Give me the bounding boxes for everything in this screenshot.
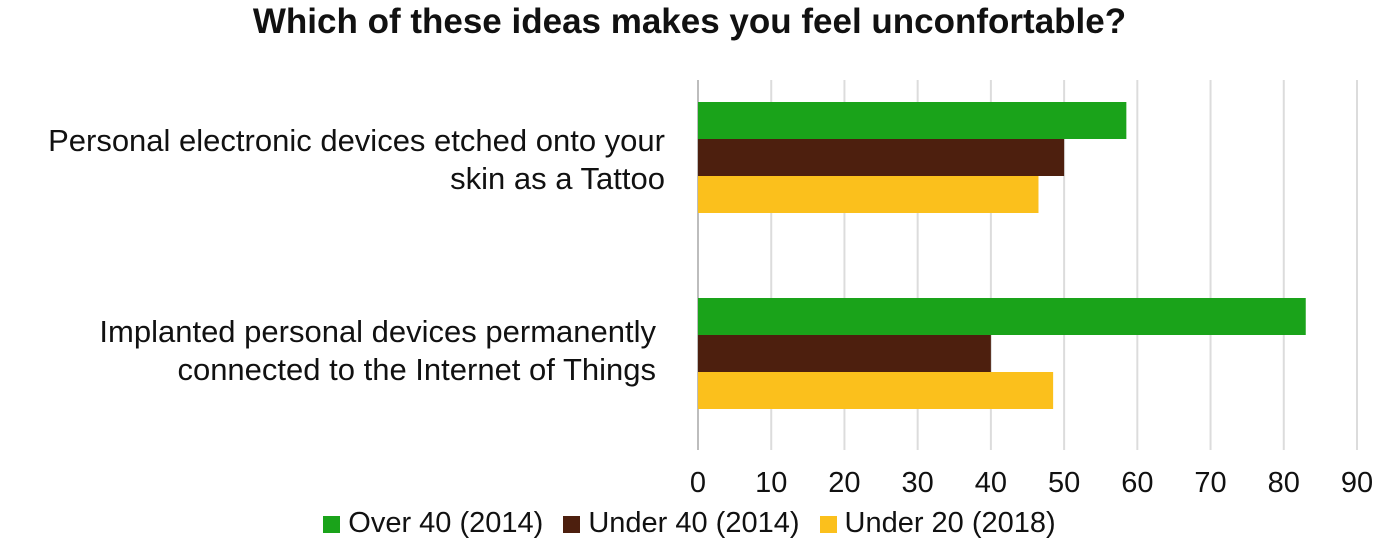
category-label-line: Personal electronic devices etched onto … (48, 123, 665, 158)
bar (698, 372, 1054, 409)
x-tick-label: 90 (1341, 467, 1373, 499)
legend-label: Under 20 (2018) (844, 507, 1056, 539)
category-label: Implanted personal devices permanently c… (0, 313, 656, 389)
category-label-line: Implanted personal devices permanently (99, 314, 656, 349)
bar (698, 139, 1065, 176)
legend-swatch (323, 516, 341, 533)
legend-item: Under 40 (2014) (563, 507, 800, 540)
legend-swatch (819, 516, 837, 533)
legend: Over 40 (2014) Under 40 (2014) Under 20 (2… (0, 507, 1379, 540)
x-tick-label: 50 (1048, 467, 1080, 499)
category-label-line: skin as a Tattoo (450, 161, 665, 196)
x-tick-label: 30 (902, 467, 934, 499)
x-axis-ticks: 0 10 20 30 40 50 60 70 80 90 (690, 467, 1373, 499)
legend-label: Over 40 (2014) (348, 507, 544, 539)
legend-swatch (563, 516, 581, 533)
bars (698, 102, 1306, 409)
category-label: Personal electronic devices etched onto … (0, 122, 665, 198)
x-tick-label: 70 (1194, 467, 1226, 499)
chart-title: Which of these ideas makes you feel unco… (252, 2, 1127, 41)
category-label-line: connected to the Internet of Things (177, 352, 656, 387)
x-tick-label: 10 (755, 467, 787, 499)
bar (698, 176, 1039, 213)
x-tick-label: 40 (975, 467, 1007, 499)
x-tick-label: 80 (1268, 467, 1300, 499)
legend-label: Under 40 (2014) (588, 507, 800, 539)
bar (698, 298, 1306, 335)
legend-item: Over 40 (2014) (323, 507, 543, 540)
bar (698, 335, 991, 372)
x-tick-label: 0 (690, 467, 706, 499)
legend-item: Under 20 (2018) (819, 507, 1056, 540)
x-tick-label: 20 (828, 467, 860, 499)
bar (698, 102, 1127, 139)
x-tick-label: 60 (1121, 467, 1153, 499)
